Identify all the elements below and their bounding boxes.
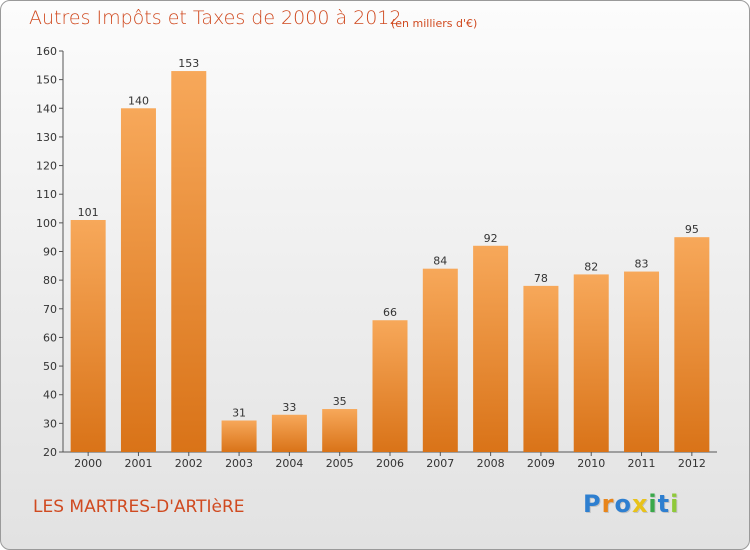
logo-letter: i [670,490,680,518]
x-tick-label: 2009 [527,457,555,470]
bars [70,71,710,453]
y-tick-label: 90 [43,246,57,259]
x-tick-label: 2006 [376,457,404,470]
data-label: 95 [685,223,699,236]
bar [523,285,559,452]
proxiti-logo[interactable]: Proxiti [583,490,679,518]
data-label: 66 [383,306,397,319]
y-tick-label: 120 [36,160,57,173]
chart-subtitle: (en milliers d'€) [391,17,478,30]
bar [271,414,307,452]
x-tick-label: 2011 [628,457,656,470]
x-tick-label: 2001 [124,457,152,470]
data-label: 153 [178,57,199,70]
y-tick-label: 60 [43,331,57,344]
x-tick-label: 2010 [577,457,605,470]
data-label: 83 [635,258,649,271]
bar [322,409,358,452]
commune-name: LES MARTRES-D'ARTIèRE [33,497,245,517]
x-tick-label: 2005 [326,457,354,470]
data-label: 35 [333,395,347,408]
x-tick-label: 2008 [477,457,505,470]
x-tick-label: 2002 [175,457,203,470]
data-label: 78 [534,272,548,285]
bar [70,219,106,452]
x-tick-label: 2000 [74,457,102,470]
y-tick-label: 140 [36,102,57,115]
data-label: 31 [232,406,246,419]
data-label: 92 [484,232,498,245]
x-tick-label: 2003 [225,457,253,470]
data-label: 82 [584,260,598,273]
bar [221,420,257,452]
bar [372,320,408,452]
y-tick-label: 70 [43,303,57,316]
bar [624,271,660,452]
x-tick-label: 2007 [426,457,454,470]
y-tick-label: 150 [36,74,57,87]
labels: 2000 101 2001 140 2002 153 2003 31 2004 33 2005 35 2… [74,57,706,470]
y-tick-label: 160 [36,45,57,58]
bar [674,237,710,452]
y-tick-label: 30 [43,417,57,430]
y-tick-label: 110 [36,188,57,201]
chart-title: Autres Impôts et Taxes de 2000 à 2012 [29,7,402,29]
data-label: 140 [128,94,149,107]
y-tick-label: 20 [43,446,57,459]
logo-letter: o [614,490,632,518]
x-tick-label: 2004 [275,457,303,470]
logo-letter: i [648,490,658,518]
y-tick-label: 100 [36,217,57,230]
y-tick-label: 130 [36,131,57,144]
data-label: 33 [282,401,296,414]
data-label: 84 [433,255,447,268]
bar [422,268,458,452]
logo-letter: r [601,490,615,518]
bar [573,274,609,452]
y-tick-label: 40 [43,389,57,402]
bar [473,245,509,452]
data-label: 101 [78,206,99,219]
x-tick-label: 2012 [678,457,706,470]
y-tick-label: 50 [43,360,57,373]
bar [171,71,207,453]
bar [120,108,156,453]
logo-letter: t [657,490,671,518]
logo-letter: x [631,490,649,518]
logo-letter: P [583,490,602,518]
y-tick-label: 80 [43,274,57,287]
